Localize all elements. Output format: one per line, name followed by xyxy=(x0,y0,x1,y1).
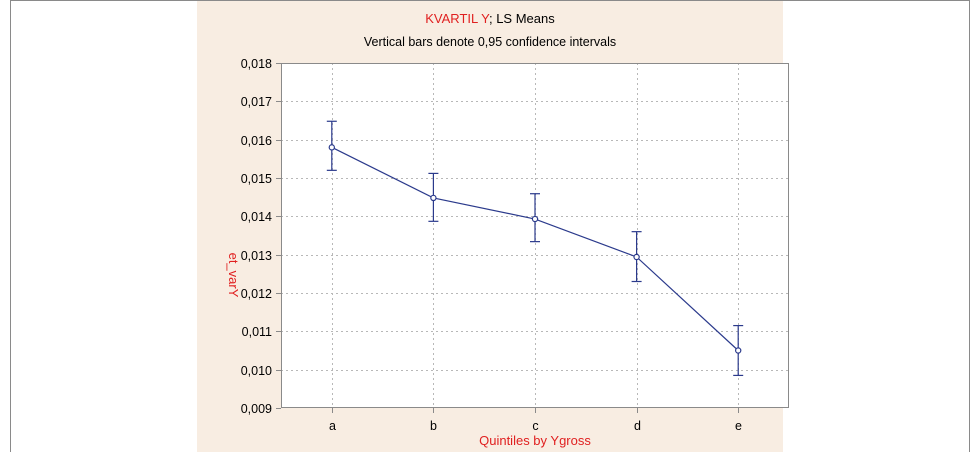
data-point xyxy=(328,144,335,151)
chart-title-suffix: ; LS Means xyxy=(489,11,555,26)
y-tick-label: 0,010 xyxy=(241,364,272,378)
data-point xyxy=(531,215,539,223)
data-point xyxy=(430,194,437,202)
data-point xyxy=(633,253,640,261)
data-points xyxy=(328,144,742,354)
x-tick-label: a xyxy=(329,419,336,433)
y-axis-label: et_varY xyxy=(226,253,241,298)
y-tick-label: 0,016 xyxy=(241,134,272,148)
chart-subtitle: Vertical bars denote 0,95 confidence int… xyxy=(364,35,616,49)
y-tick-label: 0,011 xyxy=(242,325,272,339)
y-tick-label: 0,014 xyxy=(241,210,272,224)
y-tick-label: 0,012 xyxy=(241,287,272,301)
y-tick-label: 0,009 xyxy=(241,402,272,416)
x-tick-label: b xyxy=(430,419,437,433)
x-axis-label: Quintiles by Ygross xyxy=(479,433,591,448)
y-axis: 0,009 0,010 0,011 0,012 0,013 0,014 0,015 0,016… xyxy=(241,57,281,416)
y-tick-label: 0,015 xyxy=(241,172,272,186)
data-point xyxy=(735,347,742,354)
chart-title: KVARTIL Y; LS Means xyxy=(425,11,555,26)
x-tick-label: e xyxy=(735,419,742,433)
plot-frame xyxy=(281,63,789,408)
y-tick-label: 0,017 xyxy=(241,95,272,109)
y-tick-label: 0,013 xyxy=(241,249,272,263)
x-axis: a b c d e xyxy=(329,408,742,433)
x-tick-label: c xyxy=(532,419,538,433)
x-tick-label: d xyxy=(634,419,641,433)
y-tick-label: 0,018 xyxy=(241,57,272,71)
chart-title-variable: KVARTIL Y xyxy=(425,11,490,26)
